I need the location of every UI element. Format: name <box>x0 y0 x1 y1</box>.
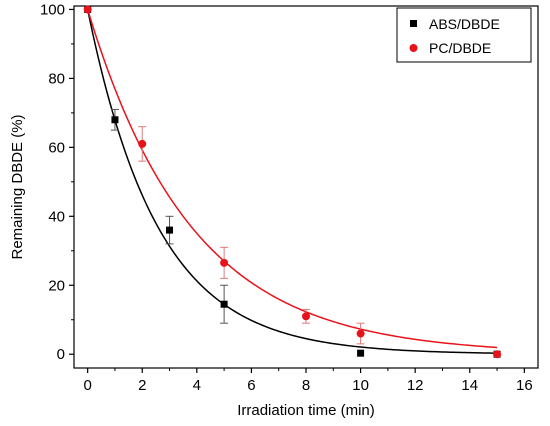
error-bars <box>110 108 365 345</box>
y-tick-label: 20 <box>48 277 65 294</box>
pc-dbde-point <box>493 350 502 359</box>
legend-item-pc-dbde: PC/DBDE <box>409 40 491 56</box>
x-tick-label: 12 <box>407 377 424 394</box>
x-axis-ticks: 0 2 4 6 8 10 12 14 16 <box>83 368 533 394</box>
x-tick-label: 2 <box>138 377 146 394</box>
y-axis-label: Remaining DBDE (%) <box>9 114 26 259</box>
pc-dbde-point <box>83 5 92 14</box>
fit-curve-abs-dbde <box>86 9 498 354</box>
abs-dbde-point <box>220 300 228 308</box>
y-tick-label: 0 <box>57 346 65 363</box>
pc-dbde-point <box>138 139 147 148</box>
fit-curves <box>86 9 498 354</box>
y-axis-ticks: 0 20 40 60 80 100 <box>40 1 74 363</box>
x-tick-label: 8 <box>302 377 310 394</box>
y-tick-label: 80 <box>48 70 65 87</box>
x-axis-label: Irradiation time (min) <box>237 402 375 419</box>
pc-dbde-point <box>356 329 365 338</box>
legend: ABS/DBDE PC/DBDE <box>396 7 532 63</box>
abs-dbde-point <box>166 226 174 234</box>
legend-label-abs-dbde: ABS/DBDE <box>429 16 500 32</box>
x-tick-label: 14 <box>461 377 478 394</box>
legend-marker-pc-dbde <box>409 44 418 52</box>
abs-dbde-point <box>111 116 119 124</box>
x-tick-label: 16 <box>516 377 533 394</box>
x-tick-label: 0 <box>83 377 91 394</box>
legend-box <box>396 7 532 63</box>
x-tick-label: 10 <box>352 377 369 394</box>
legend-label-pc-dbde: PC/DBDE <box>429 40 491 56</box>
x-tick-label: 6 <box>247 377 255 394</box>
x-tick-label: 4 <box>193 377 201 394</box>
legend-marker-abs-dbde <box>410 20 417 27</box>
pc-dbde-point <box>302 312 310 321</box>
fit-curve-pc-dbde <box>86 9 498 349</box>
y-tick-label: 60 <box>48 139 65 156</box>
data-points <box>83 5 502 359</box>
y-tick-label: 100 <box>40 1 65 18</box>
pc-dbde-point <box>220 258 229 267</box>
y-tick-label: 40 <box>48 208 65 225</box>
legend-item-abs-dbde: ABS/DBDE <box>410 16 500 32</box>
abs-dbde-point <box>357 349 365 357</box>
